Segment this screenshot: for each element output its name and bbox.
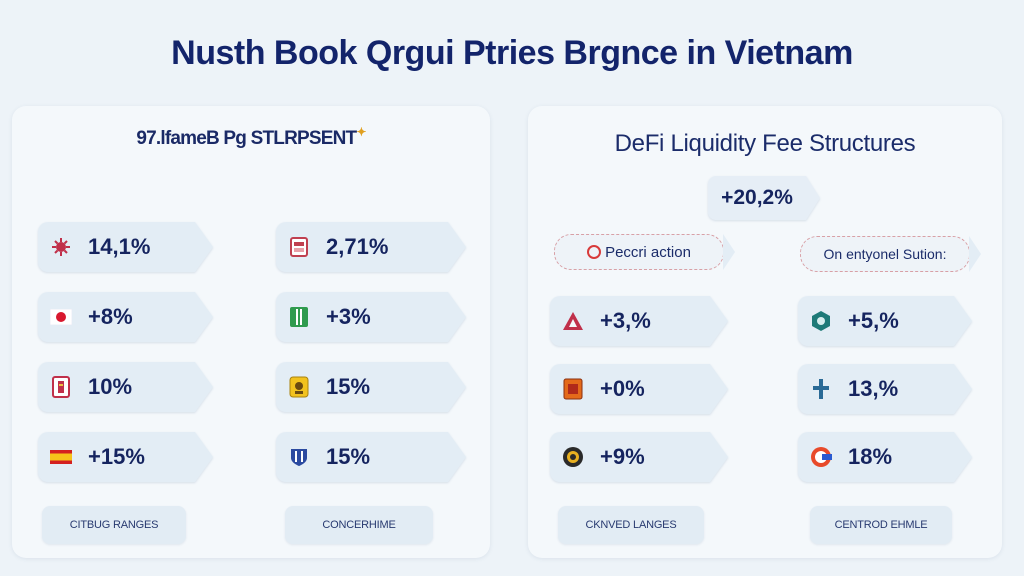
shield-icon <box>288 446 310 468</box>
right-value: 13,% <box>848 376 899 401</box>
right-value: 18% <box>848 444 893 469</box>
orange-shield-icon <box>562 378 584 400</box>
emblem-icon <box>50 376 72 398</box>
tag-left[interactable]: Peccri action <box>554 234 735 270</box>
left-panel-title: 97.lfameB Pg STLRPSENT✦ <box>12 125 490 150</box>
right-value: +5,% <box>848 308 899 333</box>
right-card[interactable]: 18% <box>798 432 972 482</box>
left-card[interactable]: 10% <box>38 362 213 412</box>
left-value: +3% <box>326 304 371 329</box>
left-card[interactable]: 15% <box>276 362 466 412</box>
yellow-badge-icon <box>288 376 310 398</box>
right-card[interactable]: 13,% <box>798 364 972 414</box>
c-logo-icon <box>810 446 832 468</box>
red-card-icon <box>288 236 310 258</box>
target-icon <box>587 245 602 259</box>
right-value: +0% <box>600 376 645 401</box>
right-card[interactable]: +3,% <box>550 296 728 346</box>
right-panel: DeFi Liquidity Fee Structures +20,2% Pec… <box>528 106 1002 558</box>
left-card[interactable]: +15% <box>38 432 213 482</box>
right-range-button-1[interactable]: CKNVED LANGES <box>558 506 704 544</box>
green-card-icon <box>288 306 310 328</box>
virus-icon <box>50 236 72 258</box>
left-value: 14,1% <box>88 234 151 259</box>
right-card[interactable]: +9% <box>550 432 728 482</box>
left-value: +8% <box>88 304 133 329</box>
left-range-button-1[interactable]: CITBUG RANGES <box>42 506 186 544</box>
triangle-a-icon <box>562 310 584 332</box>
right-panel-title: DeFi Liquidity Fee Structures <box>614 130 916 157</box>
left-card[interactable]: +8% <box>38 292 213 342</box>
left-range-button-2[interactable]: CONCERHIME <box>285 506 433 544</box>
left-card[interactable]: 14,1% <box>38 222 213 272</box>
coin-icon <box>562 446 584 468</box>
spain-flag-icon <box>50 446 72 468</box>
left-value: 15% <box>326 444 371 469</box>
left-panel: 97.lfameB Pg STLRPSENT✦ 14,1% +8% 10% +1… <box>12 106 490 558</box>
cross-icon <box>810 378 832 400</box>
left-value: 15% <box>326 374 371 399</box>
left-card[interactable]: +3% <box>276 292 466 342</box>
left-card[interactable]: 2,71% <box>276 222 466 272</box>
teal-emblem-icon <box>810 310 832 332</box>
tag-left-text: Peccri action <box>605 243 691 261</box>
left-value: 2,71% <box>326 234 389 259</box>
tag-right[interactable]: On entyonel Sution: <box>800 236 981 272</box>
total-fee-badge: +20,2% <box>708 176 820 220</box>
page-title: Nusth Book Qrgui Ptries Brgnce in Vietna… <box>171 34 853 72</box>
right-card[interactable]: +0% <box>550 364 728 414</box>
sparkle-icon: ✦ <box>356 125 366 139</box>
left-value: +15% <box>88 444 145 469</box>
left-card[interactable]: 15% <box>276 432 466 482</box>
right-value: +9% <box>600 444 645 469</box>
right-card[interactable]: +5,% <box>798 296 972 346</box>
left-value: 10% <box>88 374 133 399</box>
right-value: +3,% <box>600 308 651 333</box>
right-range-button-2[interactable]: CENTROD EHMLE <box>810 506 952 544</box>
japan-flag-icon <box>50 306 72 328</box>
left-panel-title-text: 97.lfameB Pg STLRPSENT <box>136 128 357 149</box>
